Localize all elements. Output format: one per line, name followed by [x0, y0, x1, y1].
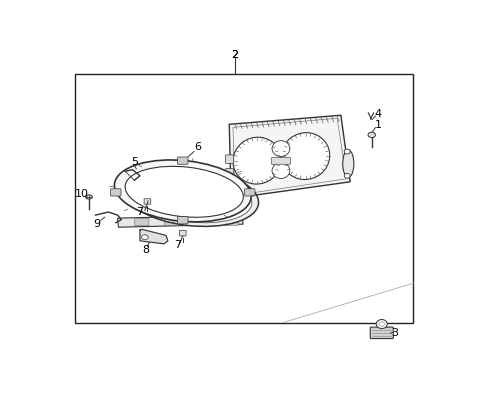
- Text: 6: 6: [194, 142, 201, 152]
- FancyBboxPatch shape: [180, 231, 186, 236]
- Ellipse shape: [85, 195, 92, 199]
- Text: 10: 10: [75, 189, 89, 199]
- Ellipse shape: [272, 141, 290, 156]
- Ellipse shape: [343, 150, 354, 177]
- Polygon shape: [118, 215, 243, 227]
- Ellipse shape: [368, 132, 375, 138]
- Ellipse shape: [135, 173, 252, 223]
- Polygon shape: [140, 230, 168, 244]
- Ellipse shape: [114, 160, 251, 222]
- FancyBboxPatch shape: [144, 199, 151, 204]
- Text: 5: 5: [131, 157, 138, 167]
- FancyBboxPatch shape: [135, 219, 149, 226]
- Text: 9: 9: [94, 219, 101, 229]
- Ellipse shape: [376, 320, 387, 329]
- FancyBboxPatch shape: [194, 219, 208, 226]
- Text: 4: 4: [374, 109, 382, 119]
- Ellipse shape: [125, 166, 243, 217]
- FancyBboxPatch shape: [178, 217, 188, 224]
- Bar: [75, 74, 413, 323]
- Text: 1: 1: [374, 120, 382, 130]
- FancyBboxPatch shape: [271, 158, 290, 164]
- FancyBboxPatch shape: [110, 189, 121, 196]
- Text: 7: 7: [174, 241, 181, 250]
- Ellipse shape: [344, 173, 350, 178]
- FancyBboxPatch shape: [226, 169, 234, 177]
- Text: 2: 2: [231, 50, 239, 60]
- FancyBboxPatch shape: [244, 189, 255, 196]
- Ellipse shape: [142, 235, 148, 240]
- FancyBboxPatch shape: [226, 155, 234, 163]
- Ellipse shape: [126, 167, 259, 226]
- Text: 8: 8: [142, 245, 149, 255]
- Ellipse shape: [272, 163, 290, 178]
- Ellipse shape: [281, 133, 330, 180]
- Ellipse shape: [344, 149, 350, 154]
- Text: 3: 3: [391, 328, 398, 338]
- Ellipse shape: [233, 137, 281, 184]
- FancyBboxPatch shape: [224, 219, 238, 226]
- Polygon shape: [229, 115, 350, 198]
- FancyBboxPatch shape: [178, 157, 188, 164]
- Ellipse shape: [379, 322, 384, 326]
- Text: 7: 7: [136, 207, 144, 217]
- Text: 2: 2: [231, 50, 239, 60]
- FancyBboxPatch shape: [165, 219, 179, 226]
- FancyBboxPatch shape: [370, 327, 393, 339]
